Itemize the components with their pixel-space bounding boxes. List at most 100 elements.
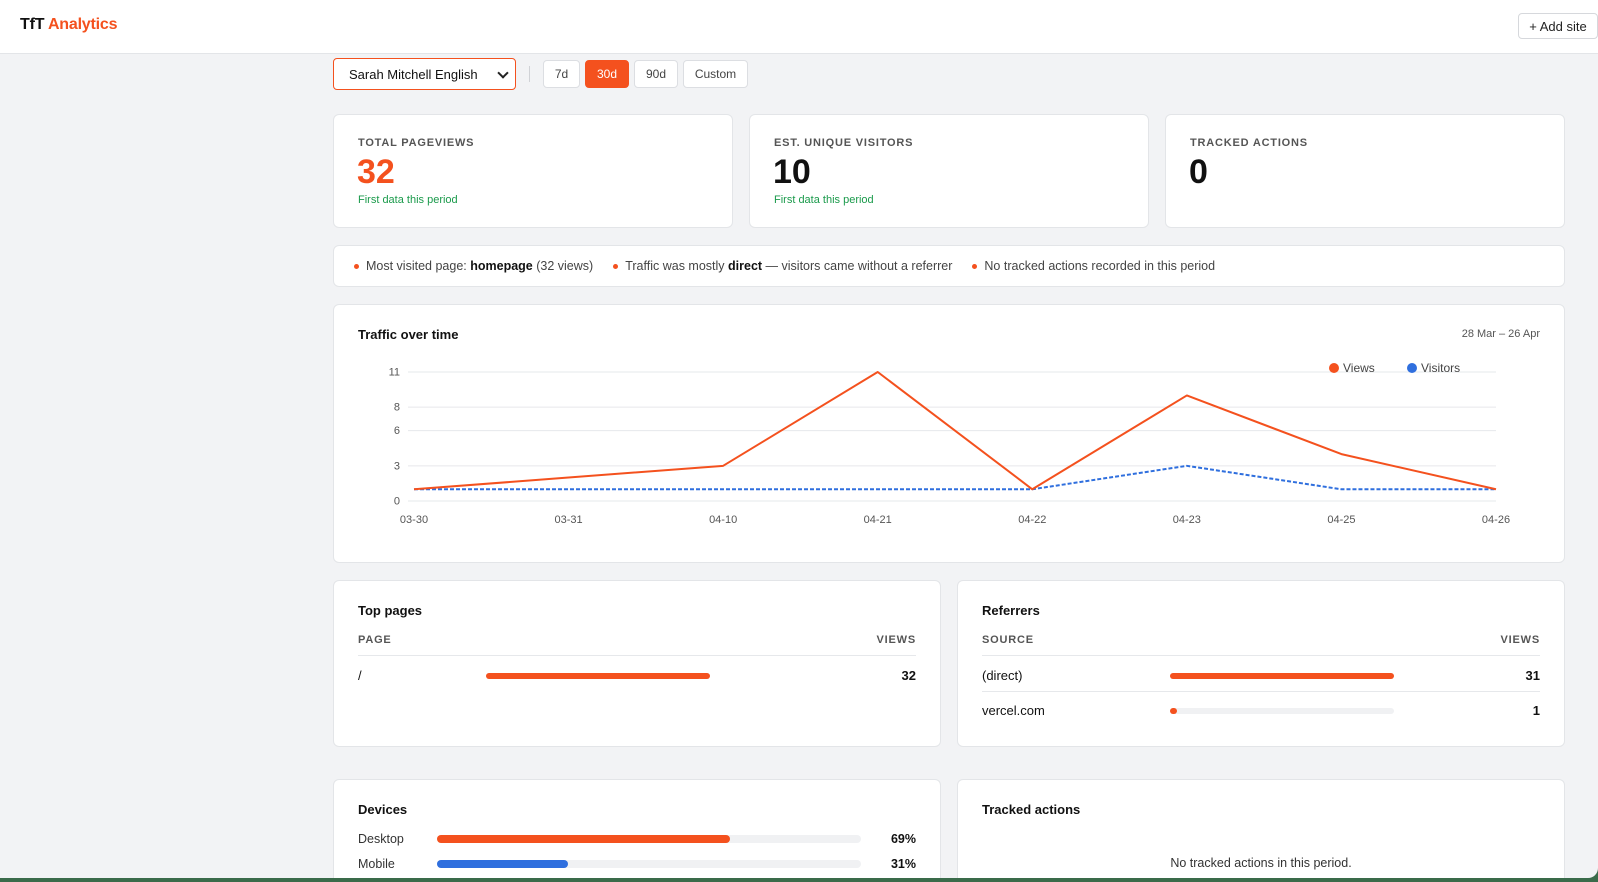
top-bar: TfT Analytics + Add site xyxy=(0,0,1598,54)
site-select-value: Sarah Mitchell English xyxy=(349,66,478,82)
views-count: 32 xyxy=(901,668,916,683)
y-tick-label: 3 xyxy=(394,460,400,472)
range-custom-button[interactable]: Custom xyxy=(683,60,748,88)
bar-fill xyxy=(1170,673,1394,679)
series-line-visitors xyxy=(414,464,1496,491)
x-tick-label: 03-30 xyxy=(400,514,428,526)
y-tick-label: 6 xyxy=(394,425,400,437)
stat-note: First data this period xyxy=(358,194,458,206)
device-percent: 31% xyxy=(890,857,916,871)
column-header-source: SOURCE xyxy=(982,634,1034,646)
tracked-actions-card: Tracked actions No tracked actions in th… xyxy=(957,779,1565,878)
stat-note: First data this period xyxy=(774,194,874,206)
bullet-icon xyxy=(354,263,359,269)
y-tick-label: 8 xyxy=(394,402,400,414)
insights-bar: Most visited page: homepage (32 views) T… xyxy=(333,245,1565,287)
y-tick-label: 11 xyxy=(389,367,400,379)
table-row[interactable]: vercel.com 1 xyxy=(982,693,1540,727)
card-title: Traffic over time xyxy=(358,327,459,342)
x-tick-label: 04-21 xyxy=(864,514,892,526)
bar-track xyxy=(1170,708,1394,714)
insight-traffic-source: Traffic was mostly direct — visitors cam… xyxy=(613,259,952,273)
page-path: / xyxy=(358,668,362,683)
empty-state-message: No tracked actions in this period. xyxy=(1170,856,1352,870)
bar-fill xyxy=(1170,708,1178,714)
stat-value: 0 xyxy=(1189,153,1208,191)
referrer-source: (direct) xyxy=(982,668,1023,683)
bullet-icon xyxy=(972,263,978,269)
stat-label: TOTAL PAGEVIEWS xyxy=(358,137,475,149)
logo-text-accent: Analytics xyxy=(47,16,118,33)
device-row-mobile: Mobile 31% xyxy=(358,854,916,874)
logo-text-primary: TfT xyxy=(20,16,45,33)
x-tick-label: 04-22 xyxy=(1018,514,1046,526)
table-row[interactable]: / 32 xyxy=(358,658,916,692)
insight-text: (32 views) xyxy=(536,259,594,273)
insight-text: Traffic was mostly xyxy=(625,259,725,273)
insight-top-page: Most visited page: homepage (32 views) xyxy=(354,259,593,273)
column-header-page: PAGE xyxy=(358,634,392,646)
stat-card-visitors: EST. UNIQUE VISITORS 10 First data this … xyxy=(749,114,1149,228)
divider xyxy=(529,66,530,82)
device-percent: 69% xyxy=(890,832,916,846)
card-title: Top pages xyxy=(358,603,423,618)
legend-label: Views xyxy=(1343,361,1375,375)
card-title: Devices xyxy=(358,802,408,817)
bar-track xyxy=(486,673,710,679)
app-logo[interactable]: TfT Analytics xyxy=(20,16,117,34)
table-header: SOURCE VIEWS xyxy=(982,634,1540,656)
referrers-card: Referrers SOURCE VIEWS (direct) 31 verce… xyxy=(957,580,1565,747)
chevron-down-icon xyxy=(497,67,509,79)
bullet-icon xyxy=(613,263,619,269)
bar-track xyxy=(437,860,861,868)
views-count: 31 xyxy=(1525,668,1540,683)
range-90d-button[interactable]: 90d xyxy=(634,60,678,88)
insight-text: — visitors came without a referrer xyxy=(765,259,953,273)
stat-card-pageviews: TOTAL PAGEVIEWS 32 First data this perio… xyxy=(333,114,733,228)
stat-value: 32 xyxy=(357,153,395,191)
legend-swatch xyxy=(1329,363,1339,373)
column-header-views: VIEWS xyxy=(876,634,916,646)
column-header-views: VIEWS xyxy=(1500,634,1540,646)
bar-fill xyxy=(437,835,730,843)
add-site-button[interactable]: + Add site xyxy=(1518,13,1598,39)
insight-highlight: homepage xyxy=(470,259,533,273)
top-pages-card: Top pages PAGE VIEWS / 32 xyxy=(333,580,941,747)
insight-text: No tracked actions recorded in this peri… xyxy=(984,259,1216,273)
card-title: Tracked actions xyxy=(982,802,1081,817)
insight-text: Most visited page: xyxy=(366,259,467,273)
insight-actions: No tracked actions recorded in this peri… xyxy=(972,259,1215,273)
series-line-views xyxy=(413,371,1497,491)
date-range-label: 28 Mar – 26 Apr xyxy=(1461,328,1540,340)
traffic-line-chart: 0 3 6 8 11 03-30 03-31 04-10 04-21 04-22 04-23 04-2… xyxy=(389,361,1510,526)
bar-track xyxy=(437,835,861,843)
bar-fill xyxy=(437,860,569,868)
traffic-card: Traffic over time 28 Mar – 26 Apr 0 3 6 8 11… xyxy=(333,304,1565,563)
range-30d-button[interactable]: 30d xyxy=(585,60,629,88)
insight-highlight: direct xyxy=(728,259,763,273)
stat-value: 10 xyxy=(773,153,811,191)
stat-card-actions: TRACKED ACTIONS 0 xyxy=(1165,114,1565,228)
x-tick-label: 04-10 xyxy=(709,514,737,526)
stat-label: TRACKED ACTIONS xyxy=(1190,137,1308,149)
device-row-desktop: Desktop 69% xyxy=(358,829,916,849)
card-title: Referrers xyxy=(982,603,1040,618)
bar-fill xyxy=(486,673,710,679)
device-label: Desktop xyxy=(358,832,404,846)
y-tick-label: 0 xyxy=(394,496,400,508)
table-header: PAGE VIEWS xyxy=(358,634,916,656)
range-7d-button[interactable]: 7d xyxy=(543,60,580,88)
table-row[interactable]: (direct) 31 xyxy=(982,658,1540,692)
x-tick-label: 04-25 xyxy=(1327,514,1355,526)
legend-label: Visitors xyxy=(1421,361,1460,375)
filter-controls: Sarah Mitchell English 7d 30d 90d Custom xyxy=(333,58,753,90)
devices-card: Devices Desktop 69% Mobile 31% xyxy=(333,779,941,878)
bar-track xyxy=(1170,673,1394,679)
site-select[interactable]: Sarah Mitchell English xyxy=(333,58,516,90)
x-tick-label: 04-26 xyxy=(1482,514,1510,526)
views-count: 1 xyxy=(1532,703,1540,718)
legend-swatch xyxy=(1407,363,1417,373)
x-tick-label: 03-31 xyxy=(555,514,583,526)
x-tick-label: 04-23 xyxy=(1173,514,1201,526)
